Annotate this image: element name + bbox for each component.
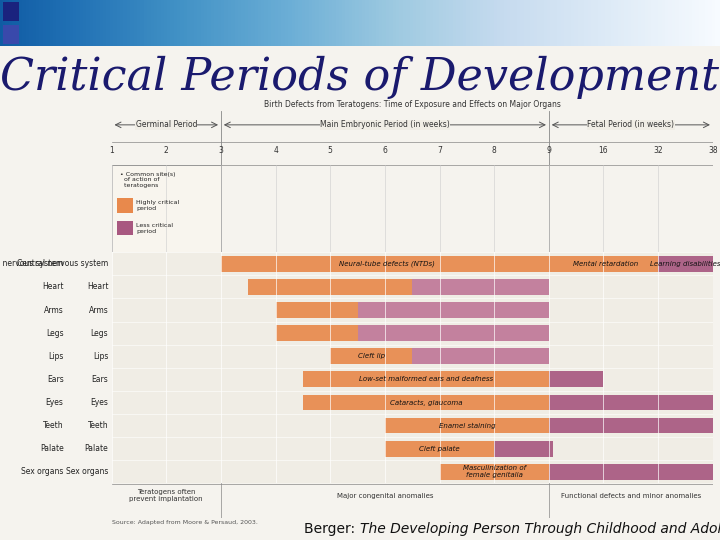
Text: Central nervous system: Central nervous system bbox=[17, 259, 108, 268]
Bar bbox=[549, 372, 603, 387]
Bar bbox=[117, 199, 133, 213]
Text: Arms: Arms bbox=[89, 306, 108, 314]
Bar bbox=[358, 302, 549, 318]
Text: Palate: Palate bbox=[84, 444, 108, 453]
Bar bbox=[330, 348, 412, 364]
Text: Heart: Heart bbox=[42, 282, 63, 292]
Text: Lips: Lips bbox=[93, 352, 108, 361]
Text: Sex organs: Sex organs bbox=[66, 467, 108, 476]
Bar bbox=[248, 279, 412, 295]
Text: 3: 3 bbox=[218, 146, 223, 155]
Text: Eyes: Eyes bbox=[45, 398, 63, 407]
Bar bbox=[112, 165, 221, 252]
Text: 4: 4 bbox=[273, 146, 278, 155]
Text: 32: 32 bbox=[653, 146, 663, 155]
Bar bbox=[276, 302, 358, 318]
Text: Masculinization of
female genitalia: Masculinization of female genitalia bbox=[463, 465, 526, 478]
Bar bbox=[412, 279, 549, 295]
Bar bbox=[385, 441, 494, 456]
Text: Critical Periods of Development: Critical Periods of Development bbox=[1, 56, 719, 98]
Text: 6: 6 bbox=[382, 146, 387, 155]
Text: Cleft lip: Cleft lip bbox=[358, 353, 384, 359]
Bar bbox=[439, 464, 549, 480]
Text: Teeth: Teeth bbox=[88, 421, 108, 430]
Text: Heart: Heart bbox=[86, 282, 108, 292]
Bar bbox=[3, 2, 19, 21]
Text: Eyes: Eyes bbox=[91, 398, 108, 407]
Text: Functional defects and minor anomalies: Functional defects and minor anomalies bbox=[561, 492, 701, 498]
Text: Main Embryonic Period (in weeks): Main Embryonic Period (in weeks) bbox=[320, 120, 450, 130]
Bar bbox=[303, 372, 549, 387]
Text: Birth Defects from Teratogens: Time of Exposure and Effects on Major Organs: Birth Defects from Teratogens: Time of E… bbox=[264, 100, 561, 109]
Bar bbox=[303, 395, 549, 410]
Bar bbox=[549, 464, 713, 480]
Text: Highly critical
period: Highly critical period bbox=[136, 200, 179, 211]
Bar bbox=[221, 256, 553, 272]
Text: Sex organs: Sex organs bbox=[21, 467, 63, 476]
Bar bbox=[658, 256, 713, 272]
Text: 7: 7 bbox=[437, 146, 442, 155]
Text: Germinal Period: Germinal Period bbox=[135, 120, 197, 130]
Text: Enamel staining: Enamel staining bbox=[438, 422, 495, 429]
Text: Cataracts, glaucoma: Cataracts, glaucoma bbox=[390, 400, 462, 406]
Text: Ears: Ears bbox=[91, 375, 108, 384]
Text: 8: 8 bbox=[492, 146, 497, 155]
Text: 16: 16 bbox=[598, 146, 608, 155]
Text: Low-set malformed ears and deafness: Low-set malformed ears and deafness bbox=[359, 376, 493, 382]
Bar bbox=[3, 25, 19, 44]
Text: Teeth: Teeth bbox=[43, 421, 63, 430]
Text: Teratogens often
prevent implantation: Teratogens often prevent implantation bbox=[130, 489, 203, 502]
Text: Ears: Ears bbox=[47, 375, 63, 384]
Text: 2: 2 bbox=[164, 146, 168, 155]
Text: Palate: Palate bbox=[40, 444, 63, 453]
Text: Mental retardation: Mental retardation bbox=[573, 261, 638, 267]
Text: Neural-tube defects (NTDs): Neural-tube defects (NTDs) bbox=[339, 260, 435, 267]
Bar bbox=[385, 418, 549, 434]
Bar bbox=[553, 256, 658, 272]
Text: 5: 5 bbox=[328, 146, 333, 155]
Text: 1: 1 bbox=[109, 146, 114, 155]
Text: Lips: Lips bbox=[48, 352, 63, 361]
Bar bbox=[276, 325, 358, 341]
Bar bbox=[549, 418, 713, 434]
Text: Legs: Legs bbox=[46, 329, 63, 338]
Bar bbox=[494, 441, 553, 456]
Text: 9: 9 bbox=[546, 146, 552, 155]
Text: Fetal Period (in weeks): Fetal Period (in weeks) bbox=[588, 120, 675, 130]
Text: Legs: Legs bbox=[91, 329, 108, 338]
Text: Less critical
period: Less critical period bbox=[136, 223, 174, 234]
Text: Berger:: Berger: bbox=[305, 522, 360, 536]
Text: Source: Adapted from Moore & Persaud, 2003.: Source: Adapted from Moore & Persaud, 20… bbox=[112, 520, 258, 525]
Text: Arms: Arms bbox=[44, 306, 63, 314]
Bar bbox=[549, 395, 713, 410]
Bar bbox=[358, 325, 549, 341]
Text: Major congenital anomalies: Major congenital anomalies bbox=[337, 492, 433, 498]
Text: Cleft palate: Cleft palate bbox=[419, 446, 460, 451]
Bar bbox=[117, 221, 133, 235]
Text: • Common site(s)
  of action of
  teratogens: • Common site(s) of action of teratogens bbox=[120, 172, 175, 188]
Text: 38: 38 bbox=[708, 146, 718, 155]
Bar bbox=[412, 348, 549, 364]
Text: Learning disabilities: Learning disabilities bbox=[650, 261, 720, 267]
Text: The Developing Person Through Childhood and Adolescence: The Developing Person Through Childhood … bbox=[360, 522, 720, 536]
Text: Central nervous system: Central nervous system bbox=[0, 259, 63, 268]
